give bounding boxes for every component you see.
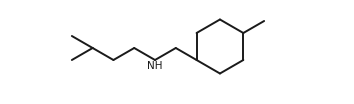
Text: NH: NH xyxy=(147,61,163,71)
